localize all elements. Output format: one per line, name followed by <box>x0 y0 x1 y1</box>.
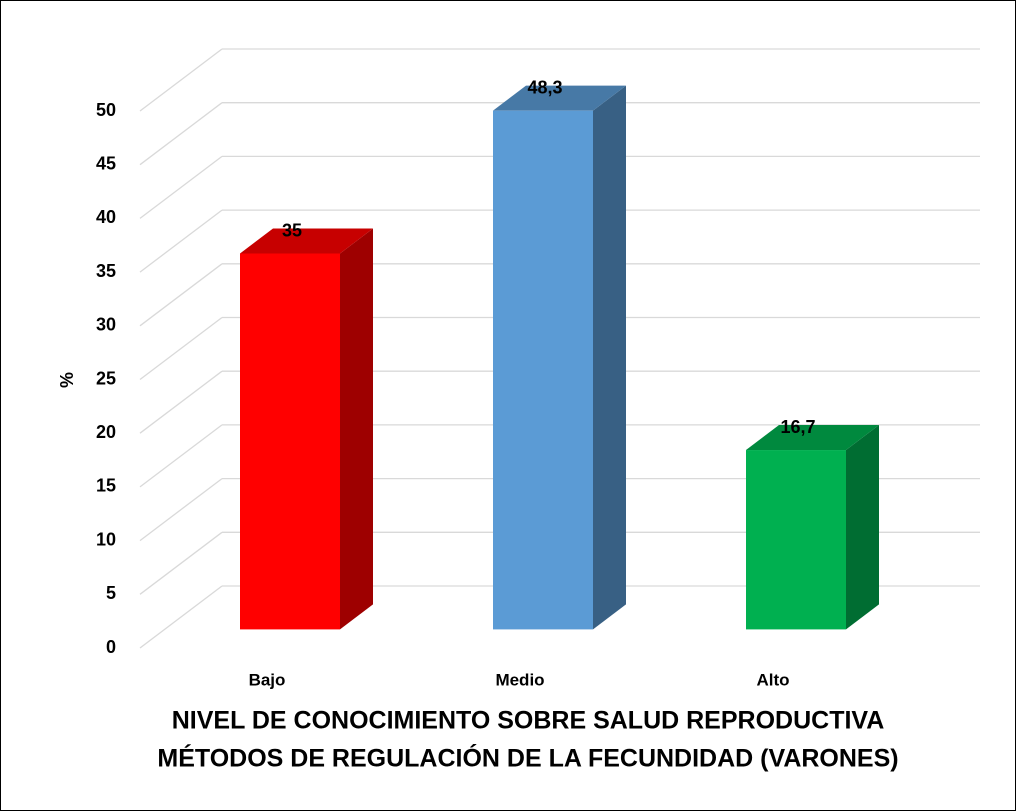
grid-line <box>139 209 223 273</box>
x-tick-label: Bajo <box>249 670 286 689</box>
x-tick-label: Alto <box>756 670 789 689</box>
data-label: 35 <box>282 220 302 240</box>
y-tick-label: 50 <box>96 100 116 120</box>
grid-line <box>139 263 223 327</box>
grid-line <box>139 155 223 219</box>
y-tick-label: 25 <box>96 368 116 388</box>
bar-side <box>593 85 626 630</box>
chart-title: MÉTODOS DE REGULACIÓN DE LA FECUNDIDAD (… <box>157 743 898 773</box>
grid-line <box>139 478 223 542</box>
y-tick-label: 45 <box>96 153 116 173</box>
grid-line <box>139 316 223 381</box>
bar <box>493 110 593 630</box>
grid-line <box>139 424 223 488</box>
data-label: 16,7 <box>780 417 815 437</box>
bar-top <box>240 228 373 254</box>
y-tick-label: 40 <box>96 207 116 227</box>
bar-top <box>746 425 879 451</box>
y-axis-label: % <box>57 372 77 388</box>
chart-title: NIVEL DE CONOCIMIENTO SOBRE SALUD REPROD… <box>172 707 885 735</box>
y-tick-label: 0 <box>106 637 116 657</box>
grid-line <box>139 102 223 166</box>
grid-line <box>139 370 223 434</box>
y-tick-label: 30 <box>96 315 116 335</box>
grid-line <box>139 585 223 649</box>
bar-side <box>340 228 373 630</box>
y-tick-label: 5 <box>106 583 116 603</box>
bar <box>746 450 846 630</box>
data-label: 48,3 <box>527 77 562 97</box>
y-tick-label: 35 <box>96 261 116 281</box>
grid-line <box>139 531 223 595</box>
y-tick-label: 15 <box>96 476 116 496</box>
bar-side <box>846 425 879 630</box>
y-tick-label: 20 <box>96 422 116 442</box>
y-tick-label: 10 <box>96 529 116 549</box>
x-tick-label: Medio <box>495 670 544 689</box>
bar-top <box>493 85 626 111</box>
grid-line <box>139 48 223 112</box>
bar <box>240 253 340 630</box>
